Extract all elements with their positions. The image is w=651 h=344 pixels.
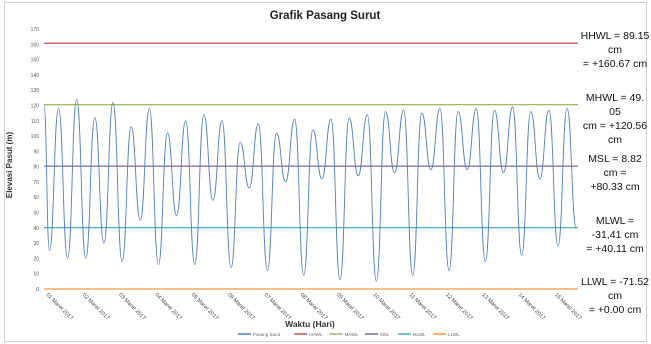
- ref-label-mhwl: MHWL = 49. 05 cm = +120.56 cm: [580, 91, 650, 147]
- y-tick-label: 100: [31, 134, 40, 140]
- y-tick-label: 160: [31, 42, 40, 48]
- y-tick-label: 140: [31, 73, 40, 79]
- y-tick-label: 150: [31, 58, 40, 64]
- chart-title: Grafik Pasang Surut: [270, 10, 381, 22]
- legend: Pasang Surut HHWL MHWL MSL MLWL LLWL: [238, 332, 460, 337]
- ref-label-line: MLWL = -31,41 cm: [591, 214, 639, 241]
- y-tick-label: 130: [31, 88, 40, 94]
- legend-label: MHWL: [345, 332, 359, 337]
- ref-label-line: LLWL = -71.52 cm: [581, 276, 649, 302]
- y-axis-label: Elevasi Pasut (m): [5, 132, 14, 199]
- y-tick-label: 70: [33, 180, 39, 186]
- ref-label-line: = +160.67 cm: [582, 58, 648, 71]
- y-tick-label: 60: [33, 195, 39, 201]
- legend-label: Pasang Surut: [253, 332, 281, 337]
- x-axis-label: Waktu (Hari): [285, 319, 335, 329]
- ref-label-line: MSL = 8.82 cm =: [588, 153, 642, 180]
- ref-label-line: +80.33 cm: [590, 181, 640, 194]
- legend-label: HHWL: [309, 332, 323, 337]
- y-tick-label: 40: [33, 226, 39, 232]
- y-tick-label: 120: [31, 103, 40, 109]
- y-tick-label: 10: [33, 272, 39, 278]
- chart-border: [4, 2, 647, 342]
- ref-label-hhwl: HHWL = 89.15 cm = +160.67 cm: [580, 29, 650, 71]
- legend-label: MLWL: [413, 332, 426, 337]
- ref-label-llwl: LLWL = -71.52 cm = +0.00 cm: [580, 275, 650, 317]
- ref-label-mlwl: MLWL = -31,41 cm = +40.11 cm: [580, 214, 650, 256]
- y-tick-label: 110: [31, 119, 39, 125]
- y-tick-label: 20: [33, 256, 39, 262]
- y-tick-label: 90: [33, 149, 39, 155]
- y-axis-ticks: 0 10 20 30 40 50 60 70 80 90 100 110 120 130 140 150 160…: [31, 27, 40, 293]
- reference-lines: [44, 42, 578, 290]
- y-tick-label: 30: [33, 241, 39, 247]
- series-layer: [43, 98, 577, 282]
- ref-label-line: MHWL = 49. 05: [585, 91, 645, 118]
- ref-label-msl: MSL = 8.82 cm = +80.33 cm: [580, 152, 650, 194]
- y-tick-label: 50: [33, 211, 39, 217]
- legend-label: LLWL: [448, 332, 460, 337]
- y-tick-label: 80: [33, 165, 39, 171]
- ref-label-line: cm = +120.56 cm: [582, 119, 648, 146]
- ref-label-line: = +40.11 cm: [586, 242, 644, 255]
- ref-label-line: HHWL = 89.15 cm: [580, 30, 650, 57]
- y-tick-label: 170: [31, 27, 40, 33]
- series-line-pasang-surut: [43, 98, 577, 282]
- ref-label-line: = +0.00 cm: [588, 304, 642, 316]
- legend-label: MSL: [380, 332, 390, 337]
- y-tick-label: 0: [36, 287, 39, 293]
